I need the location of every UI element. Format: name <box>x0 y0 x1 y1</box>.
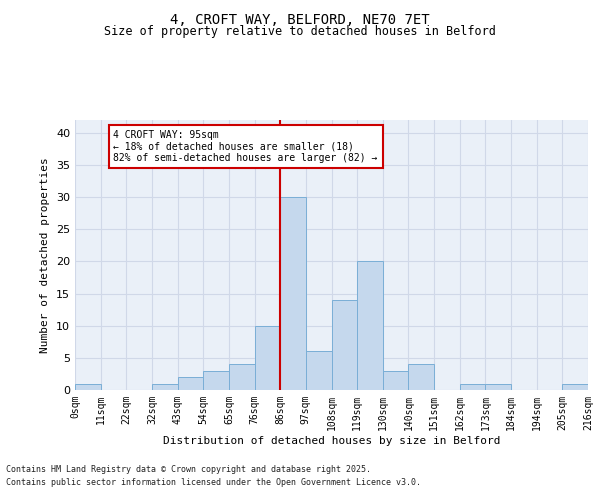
Bar <box>254 326 280 390</box>
Bar <box>280 197 306 390</box>
Text: Size of property relative to detached houses in Belford: Size of property relative to detached ho… <box>104 25 496 38</box>
Text: Contains public sector information licensed under the Open Government Licence v3: Contains public sector information licen… <box>6 478 421 487</box>
Bar <box>562 384 588 390</box>
Text: Contains HM Land Registry data © Crown copyright and database right 2025.: Contains HM Land Registry data © Crown c… <box>6 466 371 474</box>
Bar <box>152 384 178 390</box>
Bar <box>485 384 511 390</box>
Bar <box>203 370 229 390</box>
Text: 4 CROFT WAY: 95sqm
← 18% of detached houses are smaller (18)
82% of semi-detache: 4 CROFT WAY: 95sqm ← 18% of detached hou… <box>113 130 378 163</box>
Bar <box>460 384 485 390</box>
Bar <box>383 370 409 390</box>
Bar <box>75 384 101 390</box>
Bar <box>306 352 331 390</box>
Bar <box>409 364 434 390</box>
Bar <box>357 262 383 390</box>
Bar <box>331 300 357 390</box>
Bar <box>178 377 203 390</box>
X-axis label: Distribution of detached houses by size in Belford: Distribution of detached houses by size … <box>163 436 500 446</box>
Bar <box>229 364 254 390</box>
Text: 4, CROFT WAY, BELFORD, NE70 7ET: 4, CROFT WAY, BELFORD, NE70 7ET <box>170 12 430 26</box>
Y-axis label: Number of detached properties: Number of detached properties <box>40 157 50 353</box>
